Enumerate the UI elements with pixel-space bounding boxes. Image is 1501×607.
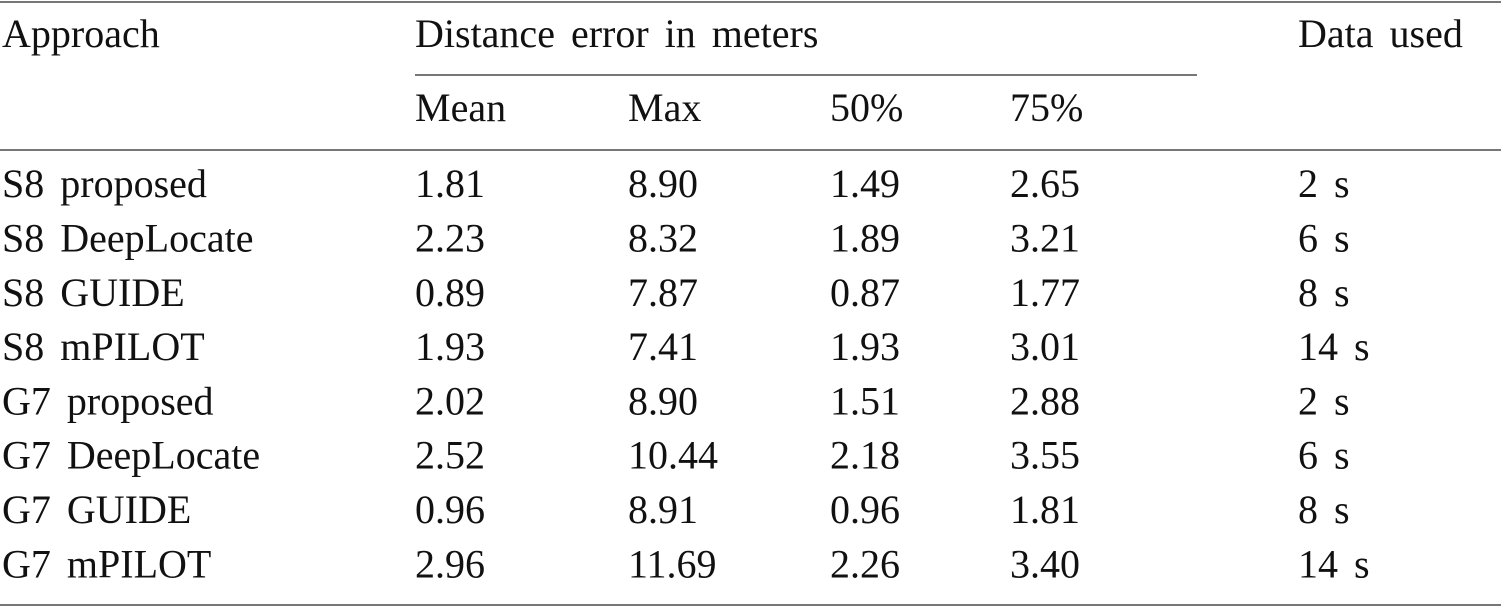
cell-p75: 1.81 [1010, 487, 1080, 532]
cell-max: 10.44 [628, 433, 718, 478]
cell-max: 8.90 [628, 161, 698, 206]
cell-approach: S8 GUIDE [2, 270, 185, 315]
cell-max: 8.91 [628, 487, 698, 532]
cell-data-used: 2 s [1298, 378, 1350, 423]
header-approach: Approach [2, 11, 160, 56]
cell-p50: 0.87 [830, 270, 900, 315]
cell-p50: 1.49 [830, 161, 900, 206]
header-data-used: Data used [1298, 11, 1463, 56]
subheader: 50% [830, 85, 903, 130]
cell-max: 7.87 [628, 270, 698, 315]
cell-p50: 0.96 [830, 487, 900, 532]
cell-mean: 1.81 [415, 161, 485, 206]
cell-data-used: 14 s [1298, 541, 1370, 586]
cell-approach: S8 proposed [2, 161, 207, 206]
cell-p75: 3.21 [1010, 215, 1080, 260]
cell-approach: G7 DeepLocate [2, 433, 260, 478]
cell-p50: 1.89 [830, 215, 900, 260]
cell-approach: G7 mPILOT [2, 541, 211, 586]
cell-p50: 2.26 [830, 541, 900, 586]
subheader: Max [628, 85, 701, 130]
cell-data-used: 8 s [1298, 270, 1350, 315]
cell-data-used: 2 s [1298, 161, 1350, 206]
cell-p50: 2.18 [830, 433, 900, 478]
cell-mean: 1.93 [415, 324, 485, 369]
cell-approach: S8 mPILOT [2, 324, 205, 369]
cell-max: 11.69 [628, 541, 717, 586]
cell-approach: G7 GUIDE [2, 487, 191, 532]
cell-data-used: 8 s [1298, 487, 1350, 532]
cell-max: 8.90 [628, 378, 698, 423]
cell-mean: 0.96 [415, 487, 485, 532]
cell-p75: 3.01 [1010, 324, 1080, 369]
cell-data-used: 14 s [1298, 324, 1370, 369]
cell-mean: 2.96 [415, 541, 485, 586]
cell-p75: 3.55 [1010, 433, 1080, 478]
cell-p50: 1.93 [830, 324, 900, 369]
cell-approach: G7 proposed [2, 378, 214, 423]
cell-p50: 1.51 [830, 378, 900, 423]
subheader: 75% [1010, 85, 1083, 130]
cell-data-used: 6 s [1298, 433, 1350, 478]
cell-max: 8.32 [628, 215, 698, 260]
header-group: Distance error in meters [415, 11, 818, 56]
cell-mean: 2.52 [415, 433, 485, 478]
subheader: Mean [415, 85, 506, 130]
cell-p75: 2.65 [1010, 161, 1080, 206]
cell-mean: 2.02 [415, 378, 485, 423]
cell-p75: 1.77 [1010, 270, 1080, 315]
cell-data-used: 6 s [1298, 215, 1350, 260]
cell-p75: 2.88 [1010, 378, 1080, 423]
cell-p75: 3.40 [1010, 541, 1080, 586]
cell-max: 7.41 [628, 324, 698, 369]
cell-approach: S8 DeepLocate [2, 215, 253, 260]
cell-mean: 0.89 [415, 270, 485, 315]
cell-mean: 2.23 [415, 215, 485, 260]
